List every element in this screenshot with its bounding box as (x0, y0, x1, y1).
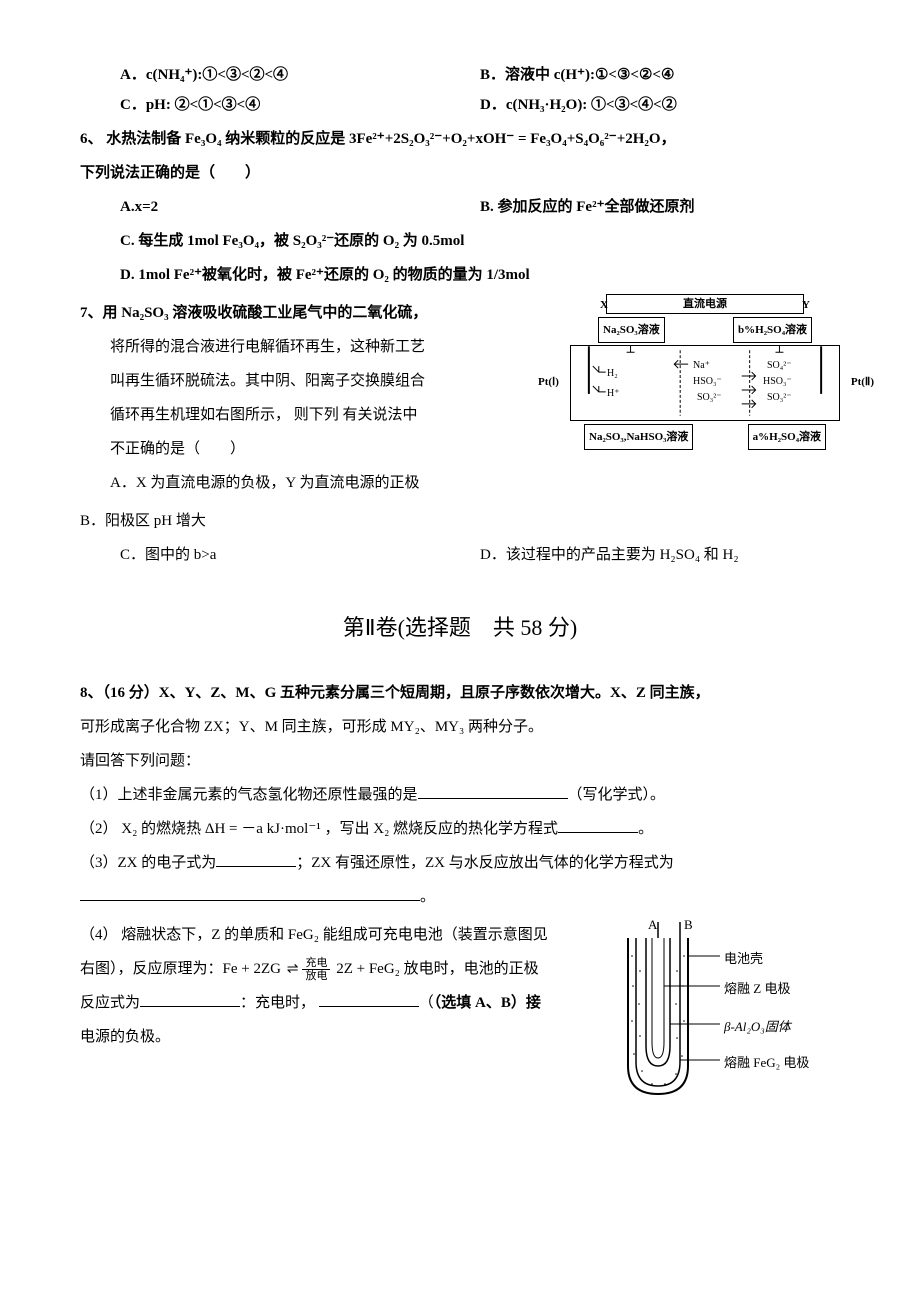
d8-l3: β-Al₂O₃固体 (724, 1014, 791, 1040)
q7-line4: 不正确的是（ ） (110, 434, 558, 464)
q8-p3-b: ；ZX 有强还原性，ZX 与水反应放出气体的化学方程式为 (296, 855, 674, 871)
q8-p4-b-post: 2Z + FeG₂ 放电时，电池的正极 (332, 961, 538, 977)
q7-line1: 将所得的混合液进行电解循环再生，这种新工艺 (110, 332, 558, 362)
q6-option-b: B. 参加反应的 Fe²⁺全部做还原剂 (480, 192, 840, 222)
q8-p4-c-post: （（选填 A、B）接 (419, 995, 541, 1011)
q8-p3-blank1 (216, 851, 296, 867)
q8-p4-c: 反应式为 ：充电时， （（选填 A、B）接 (80, 988, 602, 1018)
q8-p1-blank (418, 783, 568, 799)
q8-p3-a: （3）ZX 的电子式为 (80, 855, 216, 871)
q6-stem-b: 下列说法正确的是（ ） (80, 158, 840, 188)
q7-line3: 循环再生机理如右图所示， 则下列 有关说法中 (110, 400, 558, 430)
q8-frac-bot: 放电 (302, 970, 330, 982)
reversible-arrows-icon: ⇌ (287, 965, 299, 975)
q8-p4-frac: 充电放电 (302, 957, 330, 982)
q5-option-c: C．pH: ②<①<③<④ (120, 90, 480, 120)
q8-p4-c-mid: ：充电时， (240, 995, 319, 1011)
q7-option-d: D．该过程中的产品主要为 H₂SO₄ 和 H₂ (480, 540, 840, 570)
d7-solutions-bot: Na₂SO₃,NaHSO₃溶液 a%H₂SO₄溶液 (570, 424, 840, 450)
d7-pt-right: Pt(Ⅱ) (851, 371, 874, 393)
q7-row-cd: C．图中的 b>a D．该过程中的产品主要为 H₂SO₄ 和 H₂ (120, 540, 840, 570)
d7-power: 直流电源 (606, 294, 804, 314)
q8-frac-top: 充电 (302, 957, 330, 970)
q8-p4-c-pre: 反应式为 (80, 995, 140, 1011)
q8-p4-c-post-text: （选填 A、B）接 (434, 995, 541, 1011)
d7-pt-left: Pt(Ⅰ) (538, 371, 559, 393)
q5-option-d: D．c(NH₃·H₂O): ①<③<④<② (480, 90, 840, 120)
q7-diagram: X Y 直流电源 Na₂SO₃溶液 b%H₂SO₄溶液 Pt(Ⅰ) Pt(Ⅱ) (570, 294, 840, 450)
d8-l2: 熔融 Z 电极 (724, 976, 790, 1002)
d7-solutions-top: Na₂SO₃溶液 b%H₂SO₄溶液 (570, 317, 840, 343)
battery-svg (610, 916, 840, 1106)
q7-wrapper: 7、用 Na₂SO₃ 溶液吸收硫酸工业尾气中的二氧化硫， 将所得的混合液进行电解… (80, 294, 840, 502)
q8-p1-a: （1）上述非金属元素的气态氢化物还原性最强的是 (80, 787, 418, 803)
q8-stem3: 请回答下列问题： (80, 746, 840, 776)
q8-p1: （1）上述非金属元素的气态氢化物还原性最强的是 （写化学式）。 (80, 780, 840, 810)
q8-p4-blank1 (140, 991, 240, 1007)
d8-A: A (648, 912, 657, 938)
q8-diagram: A B 电池壳 熔融 Z 电极 β-Al₂O₃固体 熔融 FeG₂ 电极 (610, 916, 840, 1116)
q5-option-b: B．溶液中 c(H⁺):①<③<②<④ (480, 60, 840, 90)
d7-sol-right: b%H₂SO₄溶液 (733, 317, 812, 343)
d7-sol-left: Na₂SO₃溶液 (598, 317, 665, 343)
d8-l1: 电池壳 (724, 946, 763, 972)
q8-stem1: 8、（16 分）X、Y、Z、M、G 五种元素分属三个短周期，且原子序数依次增大。… (80, 678, 840, 708)
q6-row-ab: A.x=2 B. 参加反应的 Fe²⁺全部做还原剂 (120, 192, 840, 222)
q8-p3: （3）ZX 的电子式为 ；ZX 有强还原性，ZX 与水反应放出气体的化学方程式为 (80, 848, 840, 878)
q8-p4-wrap: （4） 熔融状态下，Z 的单质和 FeG₂ 能组成可充电电池（装置示意图见 右图… (80, 916, 840, 1116)
q7-option-c: C．图中的 b>a (120, 540, 480, 570)
d7-so3: SO₃²⁻ (697, 388, 722, 408)
q8-p2-b: 。 (638, 821, 653, 837)
q8-p2: （2） X₂ 的燃烧热 ΔH = －a kJ·mol⁻¹ ，写出 X₂ 燃烧反应… (80, 814, 840, 844)
q6-option-c: C. 每生成 1mol Fe₃O₄，被 S₂O₃²⁻还原的 O₂ 为 0.5mo… (120, 226, 840, 256)
d7-h2: H₂ (607, 364, 618, 384)
q6-stem-a: 6、 水热法制备 Fe₃O₄ 纳米颗粒的反应是 3Fe²⁺+2S₂O₃²⁻+O₂… (80, 124, 840, 154)
q6-option-d: D. 1mol Fe²⁺被氧化时，被 Fe²⁺还原的 O₂ 的物质的量为 1/3… (120, 260, 840, 290)
d7-cell-body: H₂ H⁺ Na⁺ HSO₃⁻ SO₃²⁻ SO₄²⁻ HSO₃⁻ SO₃²⁻ (570, 345, 840, 421)
q6-option-a: A.x=2 (120, 192, 480, 222)
q8-p1-b: （写化学式）。 (568, 787, 666, 803)
q7-stem: 7、用 Na₂SO₃ 溶液吸收硫酸工业尾气中的二氧化硫， (80, 298, 558, 328)
q7-option-a: A．X 为直流电源的负极，Y 为直流电源的正极 (110, 468, 558, 498)
q8-p2-blank (558, 817, 638, 833)
d7-hplus: H⁺ (607, 384, 620, 404)
q7-option-b: B．阳极区 pH 增大 (80, 506, 840, 536)
d8-l4: 熔融 FeG₂ 电极 (724, 1050, 809, 1076)
q8-p3c: 。 (80, 882, 840, 912)
q5-options-row-1: A．c(NH₄⁺):①<③<②<④ B．溶液中 c(H⁺):①<③<②<④ (120, 60, 840, 90)
q8-stem2: 可形成离子化合物 ZX；Y、M 同主族，可形成 MY₂、MY₃ 两种分子。 (80, 712, 840, 742)
q8-p4-d: 电源的负极。 (80, 1022, 602, 1052)
q8-p4-b-pre: 右图），反应原理为：Fe + 2ZG (80, 961, 285, 977)
q8-p4-a: （4） 熔融状态下，Z 的单质和 FeG₂ 能组成可充电电池（装置示意图见 (80, 920, 602, 950)
d7-bot-right: a%H₂SO₄溶液 (748, 424, 826, 450)
q8-p4-blank2 (319, 991, 419, 1007)
d7-bot-left: Na₂SO₃,NaHSO₃溶液 (584, 424, 693, 450)
q8-p3-c: 。 (420, 889, 435, 905)
q5-options-row-2: C．pH: ②<①<③<④ D．c(NH₃·H₂O): ①<③<④<② (120, 90, 840, 120)
q8-p4-b: 右图），反应原理为：Fe + 2ZG ⇌充电放电 2Z + FeG₂ 放电时，电… (80, 954, 602, 984)
q5-option-a: A．c(NH₄⁺):①<③<②<④ (120, 60, 480, 90)
q8-p3-blank2 (80, 885, 420, 901)
section-2-title: 第Ⅱ卷(选择题 共 58 分) (80, 606, 840, 650)
q8-p2-a: （2） X₂ 的燃烧热 ΔH = －a kJ·mol⁻¹ ，写出 X₂ 燃烧反应… (80, 821, 558, 837)
d7-so3b: SO₃²⁻ (767, 388, 792, 408)
q7-line2: 叫再生循环脱硫法。其中阴、阳离子交换膜组合 (110, 366, 558, 396)
d8-B: B (684, 912, 693, 938)
